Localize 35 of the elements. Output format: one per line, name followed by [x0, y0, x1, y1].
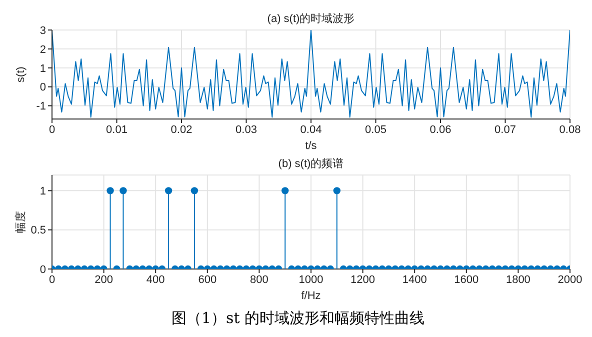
x-tick-label: 0.05 [365, 124, 386, 136]
x-tick-label: 600 [198, 274, 217, 286]
x-tick-label: 0.01 [106, 124, 128, 136]
x-tick-label: 1600 [454, 274, 479, 286]
y-tick-label: 0.5 [30, 224, 46, 237]
x-tick-label: 2000 [558, 274, 582, 286]
y-tick-label: 1 [40, 186, 46, 198]
x-tick-label: 1000 [298, 274, 324, 286]
x-tick-label: 0.03 [236, 124, 257, 136]
x-tick-label: 0.06 [430, 124, 452, 136]
y-tick-label: 2 [40, 44, 46, 56]
y-tick-label: 0 [40, 82, 46, 94]
x-tick-label: 0 [48, 124, 56, 136]
x-axis-title: t/s [305, 140, 318, 152]
x-axis-title: f/Hz [301, 290, 321, 302]
x-tick-label: 0.07 [494, 124, 516, 136]
x-tick-label: 0.08 [559, 124, 581, 136]
x-tick-label: 800 [250, 274, 268, 286]
y-tick-label: 1 [40, 62, 46, 75]
x-tick-label: 0.04 [300, 124, 322, 136]
x-tick-label: 0 [48, 274, 56, 286]
x-tick-label: 1400 [402, 274, 427, 286]
y-axis-title: 幅度 [14, 211, 27, 233]
x-tick-label: 200 [94, 274, 113, 286]
y-tick-label: -1 [36, 100, 46, 113]
chart-title: (a) s(t)的时域波形 [266, 12, 356, 26]
x-tick-label: 1800 [506, 274, 530, 286]
text: 图（1）st 的时域波形和幅频特性曲线 [170, 309, 426, 328]
y-axis-title: s(t) [14, 66, 27, 82]
x-tick-label: 1200 [350, 274, 376, 286]
x-tick-label: 400 [146, 274, 165, 286]
x-tick-label: 0.02 [170, 124, 192, 136]
y-tick-label: 0 [40, 264, 46, 276]
chart-title: (b) s(t)的频谱 [277, 156, 345, 171]
y-tick-label: 3 [40, 24, 46, 37]
